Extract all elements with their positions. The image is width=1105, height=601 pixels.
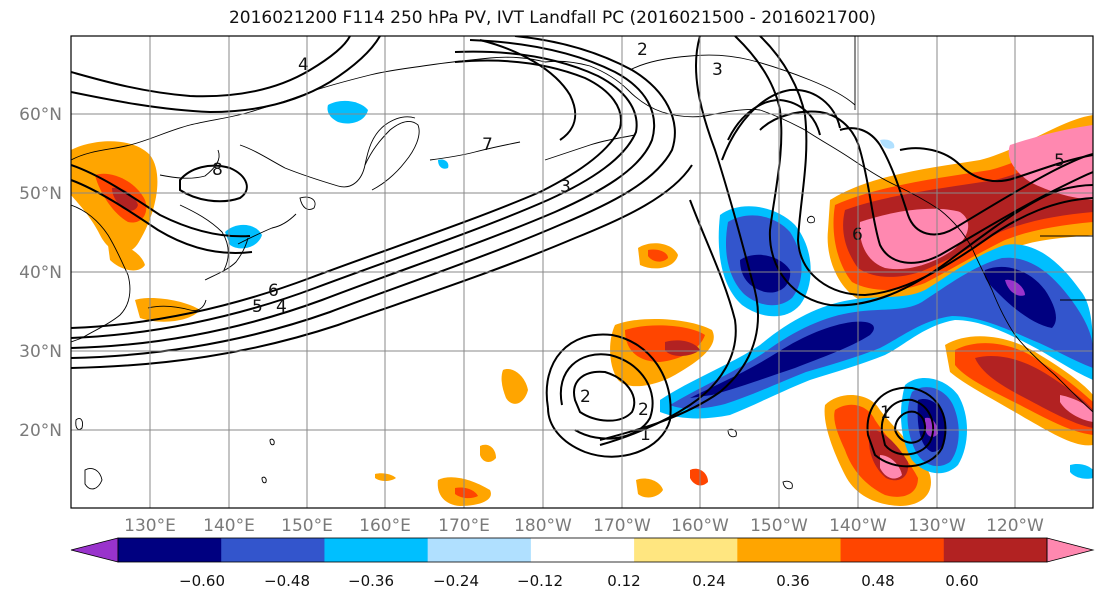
latitude-labels: 60°N 50°N 40°N 30°N 20°N [19,105,62,441]
map-frame [70,35,1094,509]
contour-label: 1 [640,425,651,445]
lat-label: 40°N [19,263,62,283]
contour-label: 8 [212,160,223,180]
lon-label: 180°W [514,516,572,536]
colorbar-segment [427,538,532,562]
contour-label: 7 [482,135,493,155]
contour-label: 4 [298,55,309,75]
colorbar-extend-high [1046,537,1095,563]
colorbar-frame [117,537,1048,563]
lon-label: 170°E [438,516,490,536]
contour-labels: 4 2 3 8 7 3 6 5 4 6 5 2 1 2 1 [212,40,1065,445]
contour-label: 2 [637,40,648,60]
ivt-negative-shading [225,100,1093,479]
graticule [71,36,1093,508]
colorbar-tick-label: −0.60 [179,572,225,590]
colorbar-tick-labels: −0.60 −0.48 −0.36 −0.24 −0.12 0.12 0.24 … [179,572,979,590]
colorbar-tick-label: −0.12 [517,572,563,590]
lon-label: 130°E [124,516,176,536]
contour-label: 5 [1054,151,1065,171]
colorbar-segment [530,538,635,562]
colorbar-segment [324,538,429,562]
lat-label: 50°N [19,184,62,204]
colorbar-tick-label: −0.36 [348,572,394,590]
lat-label: 60°N [19,105,62,125]
lon-label: 140°W [829,516,887,536]
contour-label: 1 [880,403,891,423]
contour-label: 4 [276,297,287,317]
colorbar-tick-label: 0.24 [692,572,725,590]
colorbar-segment [634,538,738,562]
contour-label: 2 [638,400,649,420]
lon-label: 140°E [203,516,255,536]
map-content: 4 2 3 8 7 3 6 5 4 6 5 2 1 2 1 [71,36,1093,508]
lon-label: 150°W [750,516,808,536]
colorbar-extend-low [70,537,119,563]
colorbar-tick-label: 0.12 [607,572,640,590]
contour-label: 2 [580,387,591,407]
colorbar-segment [118,538,222,562]
colorbar-tick-label: 0.48 [861,572,894,590]
colorbar-segment [221,538,325,562]
lon-label: 160°W [671,516,729,536]
coastlines [71,36,1093,490]
colorbar-tick-label: −0.24 [433,572,479,590]
longitude-labels: 130°E 140°E 150°E 160°E 170°E 180°W 170°… [124,516,1044,536]
contour-label: 6 [852,225,863,245]
lat-label: 30°N [19,342,62,362]
colorbar-segment [737,538,842,562]
colorbar-segment [840,538,945,562]
contour-label: 6 [268,281,279,301]
pv-contours [71,36,1093,468]
colorbar-tick-label: 0.36 [776,572,809,590]
lon-label: 130°W [908,516,966,536]
lon-label: 170°W [593,516,651,536]
lon-label: 160°E [359,516,411,536]
colorbar-segment [943,538,1048,562]
contour-label: 5 [252,297,263,317]
contour-label: 3 [712,60,723,80]
colorbar-tick-label: −0.48 [264,572,310,590]
lon-label: 150°E [281,516,333,536]
map-title: 2016021200 F114 250 hPa PV, IVT Landfall… [228,8,876,28]
lat-label: 20°N [19,421,62,441]
colorbar [70,537,1095,563]
lon-label: 120°W [986,516,1044,536]
colorbar-tick-label: 0.60 [945,572,978,590]
contour-label: 3 [560,177,571,197]
